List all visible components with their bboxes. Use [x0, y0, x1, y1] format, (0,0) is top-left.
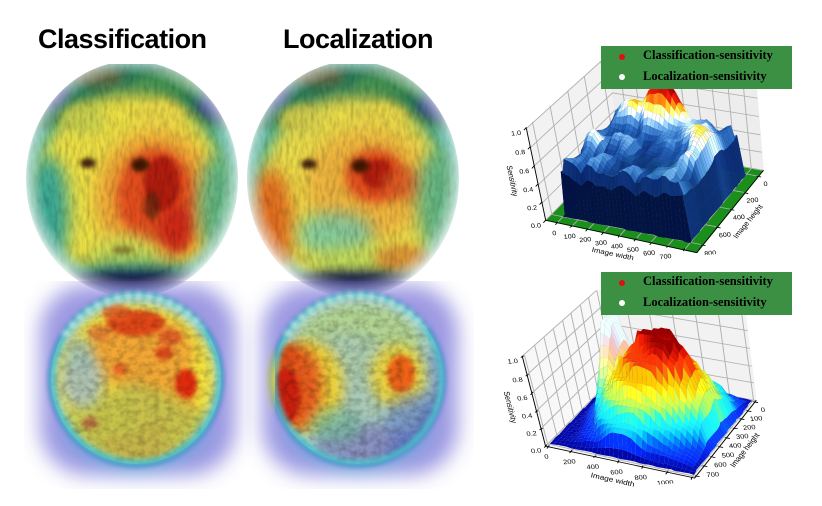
svg-text:0.4: 0.4 — [521, 413, 533, 420]
svg-text:0.2: 0.2 — [526, 431, 538, 438]
svg-text:0.8: 0.8 — [512, 377, 524, 384]
svg-text:100: 100 — [563, 233, 576, 241]
svg-text:0: 0 — [763, 181, 768, 188]
svg-text:600: 600 — [718, 232, 731, 240]
svg-text:800: 800 — [698, 482, 712, 489]
svg-text:800: 800 — [676, 257, 689, 265]
svg-text:1.0: 1.0 — [507, 358, 519, 365]
svg-text:0: 0 — [544, 454, 549, 461]
svg-text:400: 400 — [611, 243, 624, 251]
svg-text:700: 700 — [706, 472, 720, 479]
svg-text:0.0: 0.0 — [530, 448, 542, 455]
svg-text:0: 0 — [760, 407, 765, 414]
svg-text:Sensitivity: Sensitivity — [504, 165, 520, 197]
svg-text:400: 400 — [733, 214, 746, 222]
svg-text:800: 800 — [634, 474, 648, 481]
svg-text:0.6: 0.6 — [517, 395, 529, 402]
svg-text:400: 400 — [729, 443, 743, 450]
svg-text:100: 100 — [750, 416, 764, 423]
svg-text:0.6: 0.6 — [519, 168, 530, 175]
svg-text:0.4: 0.4 — [523, 187, 534, 194]
svg-text:1200: 1200 — [681, 485, 699, 493]
svg-text:200: 200 — [746, 197, 759, 205]
svg-text:600: 600 — [643, 250, 656, 258]
svg-text:0: 0 — [552, 230, 557, 237]
svg-text:200: 200 — [743, 424, 757, 431]
svg-text:200: 200 — [563, 459, 577, 466]
svg-text:0.0: 0.0 — [531, 223, 542, 230]
svg-text:400: 400 — [586, 464, 600, 471]
svg-text:200: 200 — [579, 236, 592, 244]
svg-text:1000: 1000 — [656, 480, 674, 488]
svg-text:300: 300 — [736, 433, 750, 440]
svg-text:600: 600 — [610, 469, 624, 476]
svg-text:800: 800 — [704, 250, 717, 258]
svg-text:500: 500 — [627, 247, 640, 255]
svg-text:0.2: 0.2 — [527, 205, 538, 212]
svg-text:500: 500 — [721, 452, 735, 459]
svg-text:700: 700 — [659, 253, 672, 261]
svg-text:600: 600 — [714, 462, 728, 469]
svg-text:1.0: 1.0 — [511, 130, 522, 137]
svg-text:0.8: 0.8 — [515, 149, 526, 156]
svg-text:300: 300 — [595, 240, 608, 248]
